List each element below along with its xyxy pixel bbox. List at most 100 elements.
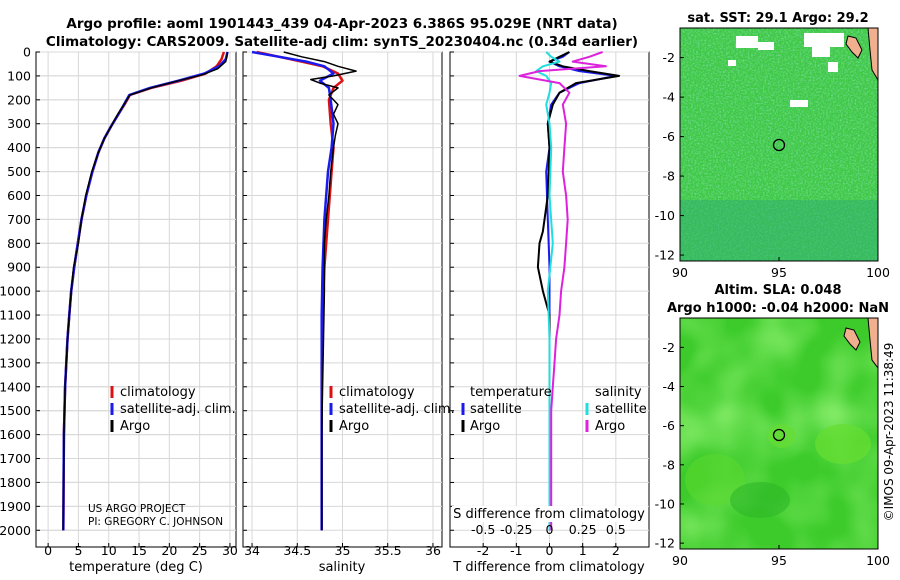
temperature-tick-label: 0 [44, 543, 52, 558]
salinity-lines [251, 50, 357, 531]
timestamp: ©IMOS 09-Apr-2023 11:38:49 [882, 343, 896, 522]
depth-tick-label: 300 [7, 116, 31, 131]
legend-s-argo-label: Argo [595, 419, 625, 434]
sla-high-anomaly [768, 424, 796, 448]
difference-tick-label: 1 [579, 543, 587, 558]
sst-cloud-gap [828, 62, 838, 72]
legend-salinity-title: salinity [595, 385, 642, 400]
salinity-legend: climatology satellite-adj. clim. Argo [329, 385, 455, 434]
difference-lines [518, 51, 621, 531]
map-latitude-label: -10 [655, 208, 675, 223]
sla-high-anomaly [685, 454, 745, 506]
map-latitude-label: -4 [663, 379, 676, 394]
difference-tick-label: 2 [612, 543, 620, 558]
temperature-tick-label: 5 [74, 543, 82, 558]
s-difference-label-backdrop [452, 506, 648, 522]
temperature-tick-label: 30 [222, 543, 238, 558]
sst-cloud-gap [736, 36, 758, 48]
legend-climatology-label: climatology [339, 385, 415, 400]
depth-tick-label: 1200 [0, 331, 31, 346]
sst-map-title: sat. SST: 29.1 Argo: 29.2 [687, 11, 868, 26]
s-difference-tick-label: 0.5 [606, 522, 626, 537]
depth-tick-label: 500 [7, 164, 31, 179]
sla-map-ticks: 90 95 100 -2 -4 -6 -8 -10 -12 [655, 340, 890, 568]
map-latitude-label: -6 [663, 418, 676, 433]
legend-satellite-label: satellite-adj. clim. [120, 402, 236, 417]
temperature-axis-label: temperature (deg C) [69, 560, 203, 575]
temperature-tick-labels: 0 5 10 15 20 25 30 [44, 543, 238, 558]
s-difference-tick-label: 0.25 [569, 522, 597, 537]
difference-tick-label: -2 [477, 543, 489, 558]
temperature-legend: climatology satellite-adj. clim. Argo [110, 385, 236, 434]
map-longitude-label: 95 [771, 553, 787, 568]
legend-climatology-label: climatology [120, 385, 196, 400]
depth-tick-label: 700 [7, 212, 31, 227]
depth-tick-label: 100 [7, 68, 31, 83]
t-difference-axis-label: T difference from climatology [452, 560, 645, 575]
sst-cloud-gap [758, 42, 774, 50]
depth-tick-labels: 0 100 200 300 400 500 600 700 800 900 1000 1100 1200… [0, 45, 31, 538]
temperature-tick-label: 25 [192, 543, 208, 558]
map-longitude-label: 95 [771, 265, 787, 280]
depth-tick-label: 400 [7, 140, 31, 155]
map-longitude-label: 100 [866, 553, 890, 568]
temperature-plot-frame [35, 51, 237, 548]
s-difference-axis-label: S difference from climatology [453, 507, 645, 522]
temperature-tick-label: 20 [161, 543, 177, 558]
salinity-tick-label: 34 [244, 543, 260, 558]
sumatra-land [867, 28, 878, 81]
series-argo-line [283, 51, 357, 531]
map-latitude-label: -4 [663, 90, 676, 105]
map-latitude-label: -6 [663, 129, 676, 144]
difference-legend: temperature salinity satellite Argo sate… [461, 385, 647, 434]
sumatra-land [867, 318, 878, 369]
sst-cloud-gap [804, 33, 844, 47]
depth-tick-label: 800 [7, 236, 31, 251]
map-longitude-label: 90 [672, 553, 688, 568]
credit-line2: PI: GREGORY C. JOHNSON [88, 516, 223, 528]
temperature-grid [36, 51, 236, 547]
series-satellite-adj-clim--line [251, 50, 335, 531]
map-latitude-label: -8 [663, 169, 676, 184]
series-salinity-satellite-line [535, 51, 561, 531]
credit-line1: US ARGO PROJECT [88, 503, 186, 515]
salinity-tick-labels: 34 34.5 35 35.5 36 [244, 543, 441, 558]
depth-tick-label: 1500 [0, 403, 31, 418]
figure-title-line2: Climatology: CARS2009. Satellite-adj cli… [46, 34, 638, 50]
depth-tick-label: 1300 [0, 355, 31, 370]
salinity-tick-label: 34.5 [283, 543, 311, 558]
salinity-tick-label: 35 [335, 543, 351, 558]
depth-tick-label: 1900 [0, 499, 31, 514]
temperature-tick-label: 10 [101, 543, 117, 558]
island-land [843, 327, 861, 351]
map-latitude-label: -10 [655, 496, 675, 511]
series-salinity-argo-line [518, 51, 607, 531]
figure-title-line1: Argo profile: aoml 1901443_439 04-Apr-20… [66, 16, 617, 32]
legend-s-satellite-label: satellite [595, 402, 647, 417]
temperature-tick-label: 15 [131, 543, 147, 558]
salinity-tick-label: 36 [425, 543, 441, 558]
legend-argo-label: Argo [120, 419, 150, 434]
sst-cloud-gap [790, 100, 808, 107]
s-difference-tick-label: 0 [546, 522, 554, 537]
t-difference-tick-labels: -2 -1 0 1 2 [477, 543, 620, 558]
series-argo-line [62, 51, 229, 531]
sst-map-field [680, 28, 878, 261]
depth-tick-label: 1000 [0, 284, 31, 299]
sla-low-anomaly [730, 482, 790, 518]
sla-map-title-line2: Argo h1000: -0.04 h2000: NaN [667, 301, 889, 316]
salinity-grid [243, 51, 442, 547]
sst-cooler-band [680, 200, 878, 261]
temperature-lines [62, 51, 229, 531]
sla-high-anomaly [815, 424, 871, 464]
s-difference-tick-label: -0.5 [471, 522, 495, 537]
depth-tick-label: 1700 [0, 451, 31, 466]
sst-cloud-gap [812, 47, 830, 57]
depth-tick-label: 600 [7, 188, 31, 203]
depth-tick-label: 2000 [0, 523, 31, 538]
profile-location-marker [772, 428, 786, 442]
depth-tick-label: 0 [23, 45, 31, 60]
island-land [845, 35, 863, 59]
legend-t-argo-label: Argo [470, 419, 500, 434]
